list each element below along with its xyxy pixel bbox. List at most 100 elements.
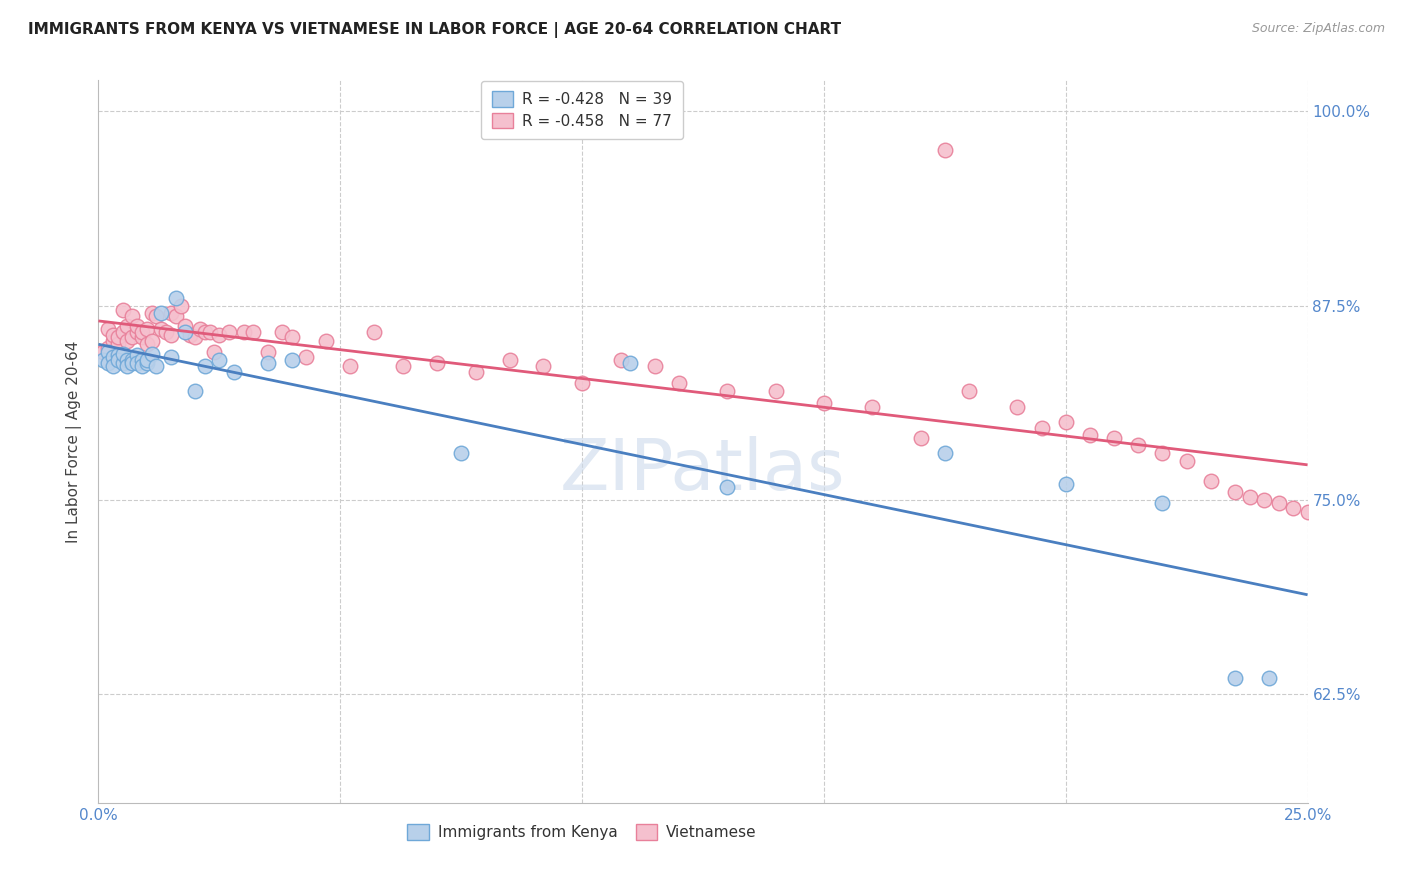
Point [1031, 421, 1053, 435]
Point [498, 353, 520, 368]
Point [957, 384, 980, 398]
Point [194, 359, 217, 374]
Point [127, 318, 149, 333]
Point [117, 318, 139, 333]
Point [160, 306, 183, 320]
Point [127, 356, 149, 370]
Point [716, 384, 738, 398]
Point [339, 359, 361, 374]
Point [117, 359, 139, 374]
Y-axis label: In Labor Force | Age 20-64: In Labor Force | Age 20-64 [66, 341, 83, 542]
Point [860, 400, 883, 414]
Point [1152, 446, 1174, 460]
Point [135, 353, 157, 368]
Point [165, 310, 187, 324]
Point [179, 328, 201, 343]
Point [1152, 496, 1174, 510]
Point [934, 143, 956, 157]
Point [160, 350, 183, 364]
Point [1054, 477, 1077, 491]
Point [281, 329, 304, 343]
Point [145, 310, 167, 324]
Point [121, 329, 143, 343]
Text: Source: ZipAtlas.com: Source: ZipAtlas.com [1251, 22, 1385, 36]
Point [450, 446, 472, 460]
Point [97, 341, 120, 355]
Point [208, 353, 231, 368]
Point [160, 328, 183, 343]
Point [127, 348, 149, 362]
Point [1223, 672, 1246, 686]
Point [107, 348, 129, 362]
Point [619, 356, 641, 370]
Point [1257, 672, 1279, 686]
Point [184, 384, 207, 398]
Point [188, 322, 211, 336]
Point [127, 325, 149, 339]
Point [141, 334, 163, 349]
Point [222, 365, 245, 379]
Point [141, 347, 163, 361]
Point [131, 359, 153, 374]
Text: ZIPatlas: ZIPatlas [560, 436, 846, 505]
Point [1296, 505, 1319, 519]
Point [135, 356, 157, 370]
Point [910, 431, 932, 445]
Point [97, 345, 120, 359]
Point [174, 325, 197, 339]
Text: IMMIGRANTS FROM KENYA VS VIETNAMESE IN LABOR FORCE | AGE 20-64 CORRELATION CHART: IMMIGRANTS FROM KENYA VS VIETNAMESE IN L… [28, 22, 841, 38]
Point [107, 353, 129, 368]
Point [1054, 415, 1077, 429]
Point [141, 306, 163, 320]
Point [1128, 438, 1150, 452]
Point [121, 356, 143, 370]
Point [135, 322, 157, 336]
Point [716, 480, 738, 494]
Point [131, 353, 153, 368]
Point [208, 328, 231, 343]
Point [256, 356, 278, 370]
Point [1267, 496, 1289, 510]
Point [295, 350, 318, 364]
Point [101, 334, 124, 349]
Point [218, 325, 240, 339]
Point [426, 356, 449, 370]
Point [131, 325, 153, 339]
Point [111, 303, 134, 318]
Point [111, 325, 134, 339]
Point [169, 299, 191, 313]
Point [145, 359, 167, 374]
Point [117, 353, 139, 368]
Point [91, 353, 114, 368]
Point [111, 356, 134, 370]
Point [1239, 490, 1261, 504]
Point [101, 350, 124, 364]
Point [101, 359, 124, 374]
Point [165, 291, 187, 305]
Point [1223, 485, 1246, 500]
Point [934, 446, 956, 460]
Point [242, 325, 264, 339]
Point [1199, 474, 1222, 488]
Point [644, 359, 666, 374]
Point [392, 359, 415, 374]
Point [194, 325, 217, 339]
Point [101, 328, 124, 343]
Point [813, 396, 835, 410]
Point [765, 384, 787, 398]
Point [464, 365, 486, 379]
Point [174, 318, 197, 333]
Point [198, 325, 221, 339]
Point [97, 356, 120, 370]
Point [117, 334, 139, 349]
Point [1253, 492, 1275, 507]
Point [121, 310, 143, 324]
Point [135, 337, 157, 351]
Point [107, 337, 129, 351]
Point [315, 334, 337, 349]
Point [1078, 427, 1101, 442]
Point [204, 345, 226, 359]
Point [363, 325, 385, 339]
Point [150, 306, 173, 320]
Point [1007, 400, 1029, 414]
